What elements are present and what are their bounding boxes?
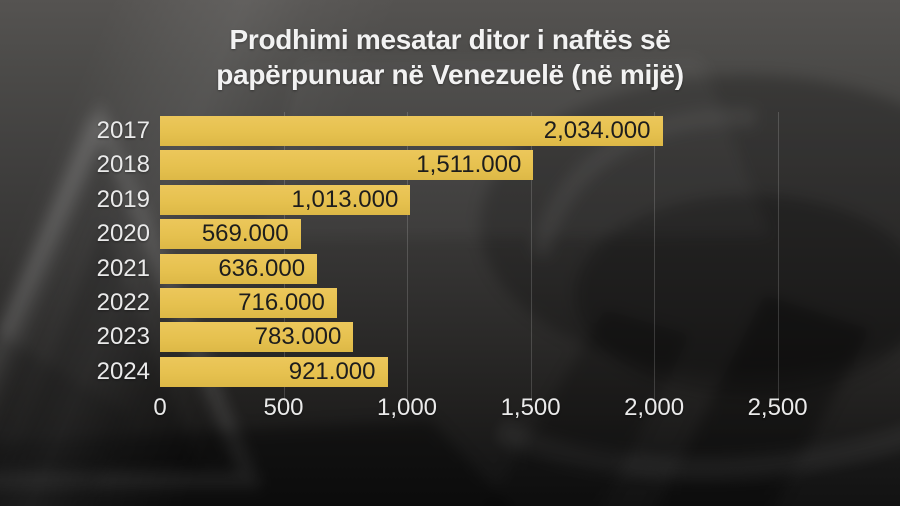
- bar-row: 2023 783.000: [0, 322, 663, 353]
- x-tick-label: 1,500: [500, 394, 561, 421]
- category-label: 2017: [96, 117, 150, 144]
- logo-a-shape: [0, 99, 262, 488]
- category-label: 2020: [96, 220, 150, 248]
- value-bar-2021: 636.000: [160, 253, 318, 284]
- value-label: 921.000: [288, 357, 376, 385]
- value-bar-2024: 921.000: [160, 356, 388, 387]
- gridline: [777, 112, 779, 402]
- x-tick-label: 0: [153, 394, 167, 421]
- bar-row: 2024 921.000: [0, 356, 663, 387]
- gridline: [530, 112, 532, 402]
- value-bar-2019: 1,013.000: [160, 184, 411, 215]
- category-label: 2022: [96, 288, 150, 316]
- category-label: 2018: [96, 151, 150, 179]
- value-bar-2020: 569.000: [160, 219, 301, 250]
- value-label: 783.000: [254, 323, 342, 351]
- chart-title-line-2: papërpunuar në Venezuelë (në mijë): [216, 59, 684, 90]
- value-label: 2,034.000: [543, 117, 651, 144]
- value-bar-2017: 2,034.000: [160, 116, 663, 146]
- bar-row: 2019 1,013.000: [0, 184, 663, 215]
- bar-row: 2021 636.000: [0, 253, 663, 284]
- value-bar-2022: 716.000: [160, 287, 337, 318]
- value-label: 1,013.000: [291, 185, 399, 213]
- bar-rows: 2017 2,034.000 2018 1,511.000 2019 1,013.000 2…: [0, 116, 663, 387]
- bar-row: 2020 569.000: [0, 219, 663, 250]
- value-label: 569.000: [201, 220, 289, 248]
- bar-row: 2022 716.000: [0, 287, 663, 318]
- value-label: 1,511.000: [416, 151, 522, 179]
- category-label: 2021: [96, 254, 150, 282]
- chart-title-line-1: Prodhimi mesatar ditor i naftës së: [229, 24, 671, 55]
- bar-row: 2018 1,511.000: [0, 150, 663, 181]
- value-label: 636.000: [218, 254, 306, 282]
- chart-title: Prodhimi mesatar ditor i naftës së papër…: [0, 22, 900, 92]
- gridline: [654, 112, 656, 402]
- category-label: 2019: [96, 185, 150, 213]
- bar-row: 2017 2,034.000: [0, 116, 663, 146]
- category-label: 2024: [96, 357, 150, 385]
- gridline: [407, 112, 408, 402]
- value-label: 716.000: [238, 288, 325, 316]
- logo-2-shape: [480, 75, 900, 506]
- value-bar-2018: 1,511.000: [160, 150, 534, 181]
- x-tick-label: 2,500: [747, 394, 808, 421]
- x-tick-label: 1,000: [376, 394, 438, 421]
- bottom-shapes: [0, 310, 690, 506]
- category-label: 2023: [96, 323, 150, 351]
- x-tick-label: 2,000: [624, 394, 685, 421]
- x-tick-label: 500: [263, 394, 304, 421]
- value-bar-2023: 783.000: [160, 322, 354, 353]
